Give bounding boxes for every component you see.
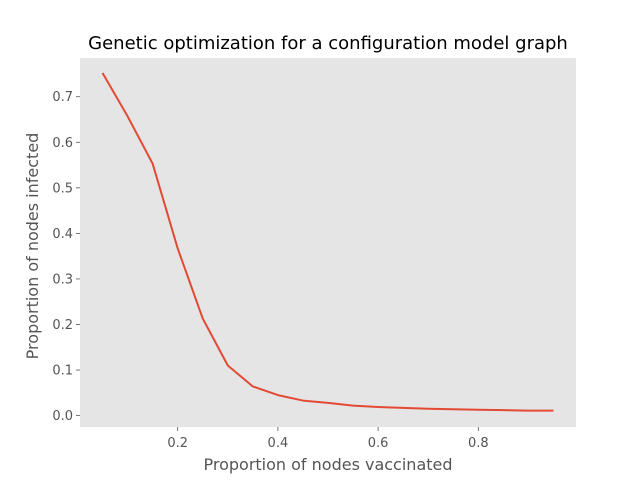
series-group: [101, 72, 554, 412]
x-axis-label: Proportion of nodes vaccinated: [203, 455, 452, 474]
y-tick-label: 0.0: [52, 409, 73, 424]
y-tick-label: 0.7: [52, 90, 73, 105]
y-tick-label: 0.4: [52, 227, 73, 242]
y-tick-label: 0.6: [52, 136, 73, 151]
chart-title: Genetic optimization for a configuration…: [88, 33, 568, 54]
y-tick-label: 0.5: [52, 181, 73, 196]
y-axis-label: Proportion of nodes infected: [23, 133, 42, 360]
x-axis: 0.2 0.4 0.6 0.8: [167, 427, 489, 451]
y-tick-label: 0.3: [52, 272, 73, 287]
x-tick-label: 0.8: [468, 436, 489, 451]
x-tick-label: 0.6: [368, 436, 389, 451]
x-tick-label: 0.4: [268, 436, 289, 451]
x-tick-label: 0.2: [167, 436, 188, 451]
series-line: [101, 72, 554, 412]
plot-area: [80, 58, 576, 427]
y-tick-label: 0.2: [52, 318, 73, 333]
y-axis: 0.0 0.1 0.2 0.3 0.4 0.5 0.6 0.7: [52, 90, 80, 424]
y-tick-label: 0.1: [52, 364, 73, 379]
